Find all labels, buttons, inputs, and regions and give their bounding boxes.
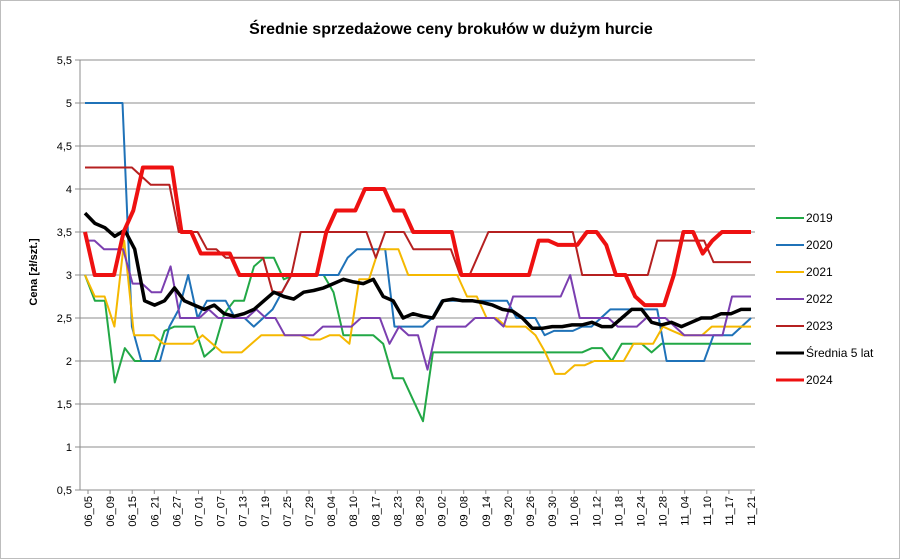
x-tick-label: 09_08 [459, 496, 471, 527]
y-tick-label: 3 [66, 270, 72, 282]
legend-label: 2019 [806, 211, 833, 225]
y-tick-label: 4,5 [57, 141, 72, 153]
y-tick-labels: 0,5 1 1,5 2 2,5 3 3,5 4 4,5 5 5,5 [57, 55, 72, 497]
series-line--rednia-5-lat [83, 211, 751, 331]
x-tick-labels: 06_05 06_09 06_15 06_21 06_27 07_01 07_07 07_13… [83, 496, 758, 527]
x-tick-label: 07_29 [304, 496, 316, 527]
y-tick-label: 0,5 [57, 485, 72, 497]
x-tick-label: 07_01 [194, 496, 206, 527]
x-tick-label: 09_26 [525, 496, 537, 527]
y-tick-label: 5 [66, 98, 72, 110]
x-tick-label: 06_27 [171, 496, 183, 527]
x-tick-label: 08_10 [348, 496, 360, 527]
x-tick-label: 06_05 [83, 496, 95, 527]
legend-label: 2023 [806, 319, 833, 333]
x-tick-label: 08_17 [370, 496, 382, 527]
x-tick-label: 11_10 [702, 496, 714, 526]
x-tick-label: 09_02 [437, 496, 449, 527]
x-tick-label: 08_23 [392, 496, 404, 527]
x-tick-label: 06_21 [149, 496, 161, 527]
x-tick-label: 10_12 [591, 496, 603, 527]
chart-title: Średnie sprzedażowe ceny brokułów w duży… [249, 19, 653, 38]
x-tick-label: 06_09 [105, 496, 117, 527]
x-tick-label: 09_14 [481, 496, 493, 527]
series-line-2024 [83, 165, 751, 308]
legend-label: Średnia 5 lat [806, 345, 874, 360]
x-tick-label: 09_20 [503, 496, 515, 527]
legend-label: 2020 [806, 238, 833, 252]
series-line-2023 [85, 166, 751, 294]
x-tick-label: 10_06 [569, 496, 581, 527]
legend-label: 2024 [806, 373, 833, 387]
x-tick-label: 11_04 [680, 496, 692, 526]
x-tick-label: 06_15 [127, 496, 139, 527]
x-tick-label: 10_24 [636, 496, 648, 527]
x-tick-label: 07_07 [216, 496, 228, 527]
x-tick-label: 11_21 [746, 496, 758, 526]
y-tick-label: 4 [66, 184, 72, 196]
x-tick-label: 10_18 [613, 496, 625, 527]
axes [75, 59, 755, 494]
series-line-2022 [85, 239, 751, 371]
y-tick-label: 3,5 [57, 227, 72, 239]
x-tick-label: 10_28 [658, 496, 670, 527]
series-line-2021 [84, 239, 751, 375]
x-tick-label: 07_13 [238, 496, 250, 527]
x-tick-label: 08_29 [415, 496, 427, 527]
y-tick-label: 5,5 [57, 55, 72, 67]
legend: 2019 2020 2021 2022 2023 Średnia 5 lat 2024 [776, 211, 874, 387]
x-tick-label: 08_04 [326, 496, 338, 527]
y-tick-label: 1,5 [57, 399, 72, 411]
x-tick-label: 07_19 [260, 496, 272, 527]
plot-area-series [83, 102, 752, 423]
x-tick-label: 11_17 [724, 496, 736, 526]
y-axis-label: Cena [zł/szt.] [28, 238, 40, 306]
legend-label: 2021 [806, 265, 833, 279]
y-tick-label: 2,5 [57, 313, 72, 325]
series-line-2019 [84, 256, 751, 423]
y-tick-label: 1 [66, 442, 72, 454]
x-tick-label: 07_25 [282, 496, 294, 527]
x-tick-label: 09_30 [547, 496, 559, 527]
legend-label: 2022 [806, 292, 833, 306]
y-tick-label: 2 [66, 356, 72, 368]
